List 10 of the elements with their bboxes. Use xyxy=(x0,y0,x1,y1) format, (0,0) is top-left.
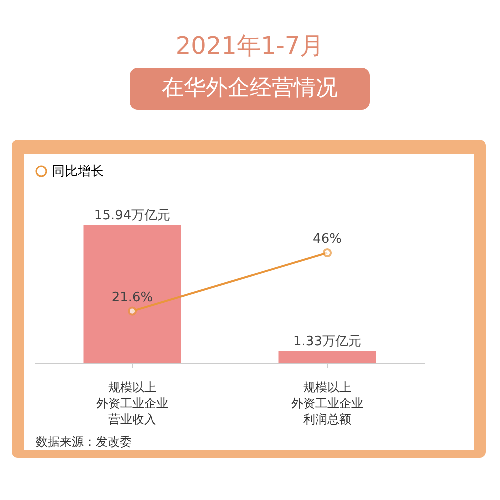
legend-label: 同比增长 xyxy=(52,164,104,180)
chart-title: 2021年1-7月 xyxy=(174,31,326,62)
data-label: 15.94万亿元 xyxy=(94,208,171,224)
source-note: 数据来源：发改委 xyxy=(36,434,132,451)
chart-subtitle: 在华外企经营情况 xyxy=(130,68,370,110)
data-label: 21.6% xyxy=(112,290,154,306)
data-label: 46% xyxy=(313,232,342,247)
data-label: 1.33万亿元 xyxy=(294,334,362,350)
x-tick-label: 规模以上外资工业企业营业收入 xyxy=(96,380,168,426)
x-tick-label: 规模以上外资工业企业利润总额 xyxy=(292,380,364,426)
